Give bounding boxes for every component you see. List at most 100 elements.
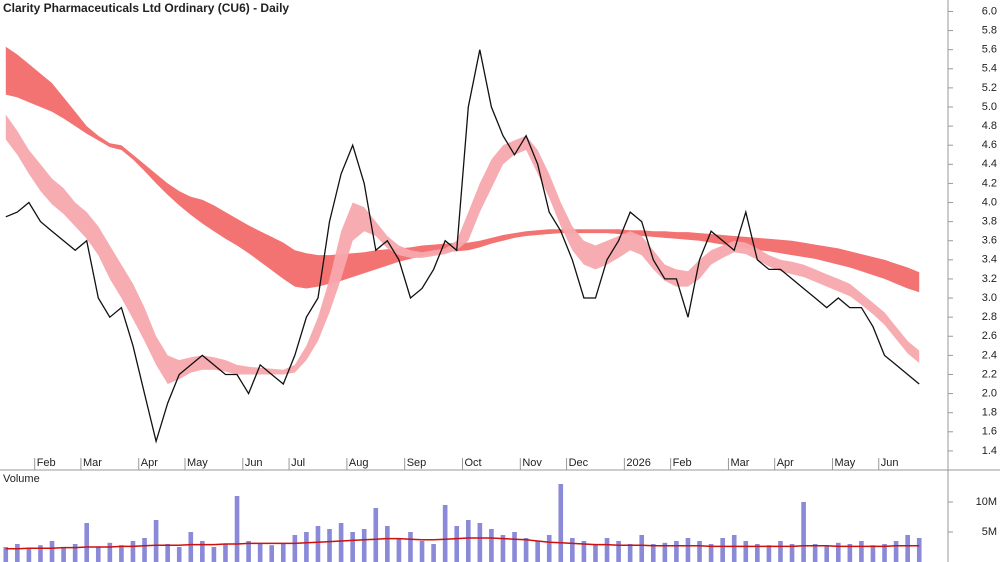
volume-bar: [107, 542, 113, 562]
volume-bar: [246, 541, 251, 562]
y-tick-label: 3.6: [982, 235, 997, 247]
volume-bar: [766, 545, 772, 562]
x-tick-label: Jul: [291, 457, 305, 469]
volume-bar: [442, 505, 448, 562]
y-tick-label: 3.4: [982, 254, 997, 266]
x-tick-label: Sep: [407, 457, 427, 469]
volume-bar: [292, 535, 298, 562]
volume-bar: [708, 544, 714, 562]
y-tick-label: 2.6: [982, 330, 997, 342]
volume-bar: [84, 523, 90, 562]
volume-bar: [535, 541, 540, 562]
volume-bar: [49, 541, 55, 562]
volume-bar: [593, 544, 598, 562]
volume-bar: [200, 541, 205, 562]
volume-bar: [489, 529, 494, 562]
volume-bar: [142, 538, 147, 562]
price-line: [5, 49, 920, 444]
volume-bar: [650, 544, 656, 562]
volume-bar: [558, 484, 564, 562]
x-tick-label: Apr: [141, 457, 158, 469]
volume-bar: [119, 545, 124, 562]
volume-bar: [581, 541, 587, 562]
volume-bar: [338, 523, 344, 562]
volume-average: [5, 537, 920, 550]
volume-bar: [639, 535, 645, 562]
volume-bar: [61, 547, 66, 562]
volume-bar: [188, 532, 194, 562]
y-tick-label: 5.0: [982, 101, 997, 113]
x-tick-label: Aug: [349, 457, 369, 469]
volume-bar: [743, 541, 749, 562]
y-tick-label: 10M: [976, 496, 997, 508]
volume-bar: [789, 544, 795, 562]
ribbon: [5, 46, 920, 293]
x-tick-label: Mar: [730, 457, 749, 469]
volume-bar: [269, 545, 275, 562]
volume-bar: [315, 526, 321, 562]
volume-bar: [350, 532, 355, 562]
volume-bar: [523, 538, 529, 562]
x-tick-label: Jun: [881, 457, 899, 469]
volume-bar: [280, 542, 286, 562]
volume-bar: [385, 526, 390, 562]
volume-bar: [234, 496, 240, 562]
volume-bar: [153, 520, 159, 562]
y-tick-label: 4.6: [982, 139, 997, 151]
x-tick-label: Apr: [777, 457, 794, 469]
volume-bar: [165, 544, 170, 562]
volume-bar: [176, 547, 182, 562]
y-tick-label: 1.4: [982, 445, 997, 457]
y-tick-label: 3.2: [982, 273, 997, 285]
volume-bar: [373, 508, 379, 562]
volume-bar: [130, 541, 136, 562]
y-tick-label: 2.8: [982, 311, 997, 323]
y-tick-label: 5.2: [982, 82, 997, 94]
volume-bar: [755, 544, 760, 562]
y-tick-label: 2.2: [982, 368, 997, 380]
ribbon: [5, 114, 920, 384]
volume-bar: [859, 541, 864, 562]
x-tick-label: Nov: [522, 457, 542, 469]
volume-bar: [361, 529, 367, 562]
chart-title: Clarity Pharmaceuticals Ltd Ordinary (CU…: [3, 1, 289, 15]
y-tick-label: 3.0: [982, 292, 997, 304]
y-tick-label: 4.2: [982, 177, 997, 189]
volume-bar: [674, 541, 679, 562]
volume-bar: [778, 541, 783, 562]
volume-bar: [685, 538, 691, 562]
y-tick-label: 4.4: [982, 158, 997, 170]
x-tick-label: Oct: [465, 457, 482, 469]
y-tick-label: 1.6: [982, 426, 997, 438]
volume-bar: [477, 523, 483, 562]
volume-bar: [731, 535, 737, 562]
volume-bar: [720, 538, 725, 562]
volume-bar: [3, 547, 9, 562]
volume-bar: [916, 538, 922, 562]
volume-bar: [408, 532, 413, 562]
volume-bar: [627, 544, 633, 562]
x-tick-label: May: [835, 457, 856, 469]
volume-bar: [72, 544, 78, 562]
x-tick-label: Mar: [83, 457, 102, 469]
volume-bar: [697, 541, 702, 562]
volume-bar: [882, 544, 887, 562]
volume-bar: [396, 538, 402, 562]
volume-bar: [304, 532, 309, 562]
volume-bar: [211, 547, 217, 562]
volume-bar: [905, 535, 910, 562]
x-tick-label: 2026: [626, 457, 650, 469]
y-tick-label: 1.8: [982, 407, 997, 419]
y-tick-label: 5.6: [982, 44, 997, 56]
x-tick-label: Feb: [37, 457, 56, 469]
volume-bar: [616, 541, 621, 562]
volume-bar: [512, 532, 517, 562]
y-tick-label: 2.4: [982, 349, 997, 361]
volume-bar: [95, 546, 101, 562]
volume-bar: [570, 538, 575, 562]
y-tick-label: 5.8: [982, 24, 997, 36]
volume-bar: [604, 538, 610, 562]
y-tick-label: 4.8: [982, 120, 997, 132]
